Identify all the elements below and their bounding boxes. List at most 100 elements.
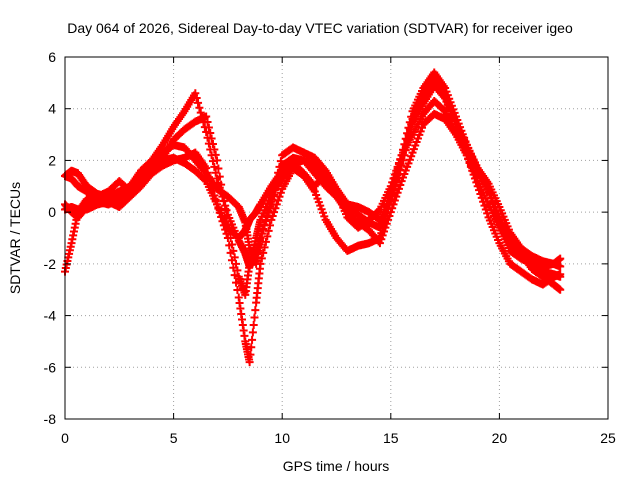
data-point (382, 201, 391, 210)
data-point (206, 128, 215, 137)
data-point (259, 248, 268, 257)
data-point (263, 232, 272, 241)
x-tick-label: 10 (274, 430, 290, 446)
data-point (204, 173, 213, 182)
data-point (223, 221, 232, 230)
data-point (485, 189, 494, 198)
data-point (556, 285, 565, 294)
data-point (211, 150, 220, 159)
data-point (226, 234, 235, 242)
data-point (250, 313, 259, 322)
x-tick-label: 15 (383, 430, 399, 446)
data-point (556, 262, 565, 271)
data-point (407, 112, 416, 121)
y-tick-label: -4 (44, 308, 57, 324)
data-point (210, 191, 219, 200)
data-point (221, 204, 230, 213)
data-point (221, 225, 230, 234)
data-point (489, 202, 498, 211)
data-point (229, 246, 238, 255)
data-point (494, 216, 503, 225)
data-point (192, 94, 201, 103)
plot-frame (64, 56, 609, 420)
data-point (211, 168, 220, 177)
y-tick-label: -8 (44, 411, 57, 427)
data-point (227, 240, 236, 249)
data-point (210, 162, 219, 171)
data-point (487, 193, 496, 202)
data-point (230, 271, 239, 280)
data-point (206, 177, 215, 186)
data-point (556, 270, 565, 279)
data-point (208, 186, 217, 195)
data-point (202, 164, 211, 173)
data-point (251, 306, 260, 315)
data-points (61, 68, 565, 367)
data-point (249, 320, 258, 329)
x-tick-label: 0 (61, 430, 69, 446)
y-tick-label: 2 (48, 152, 56, 168)
data-point (556, 254, 565, 263)
data-point (484, 184, 493, 193)
y-tick-label: -6 (44, 359, 57, 375)
data-point (218, 217, 227, 226)
grid-layer (65, 57, 608, 419)
data-point (377, 229, 386, 238)
x-axis-label: GPS time / hours (283, 458, 390, 474)
x-tick-label: 25 (600, 430, 616, 446)
data-point (222, 212, 231, 221)
data-point (233, 286, 242, 295)
y-axis-label: SDTVAR / TECUs (7, 182, 23, 294)
data-point (215, 208, 224, 217)
data-point (405, 118, 414, 127)
data-point (203, 168, 212, 177)
series-track-4 (61, 68, 565, 271)
data-point (375, 234, 384, 242)
data-point (263, 211, 272, 220)
data-point (202, 112, 211, 121)
data-point (217, 180, 226, 189)
data-point (491, 207, 500, 216)
data-point (257, 254, 266, 263)
data-point (375, 223, 384, 232)
data-point (225, 227, 234, 236)
data-point (403, 129, 412, 138)
data-point (203, 117, 212, 126)
chart-title: Day 064 of 2026, Sidereal Day-to-day VTE… (67, 20, 573, 36)
series-track-5 (61, 96, 565, 299)
data-point (274, 168, 283, 177)
data-point (214, 164, 223, 173)
data-point (260, 243, 269, 252)
data-point (213, 200, 222, 209)
data-point (213, 156, 222, 165)
data-point (196, 108, 205, 117)
data-point (245, 358, 254, 367)
data-point (378, 214, 387, 223)
data-point (380, 210, 389, 219)
data-point (204, 123, 213, 132)
data-point (276, 157, 285, 166)
data-point (230, 253, 239, 262)
data-point (248, 328, 257, 337)
series-track-3 (61, 76, 565, 367)
data-point (261, 237, 270, 246)
axis-ticks: 0 5 10 15 20 25 -8 -6 -4 -2 0 2 4 6 (44, 49, 616, 446)
y-tick-label: 4 (48, 101, 56, 117)
data-point (215, 172, 224, 181)
data-point (207, 182, 216, 191)
y-tick-label: 0 (48, 204, 56, 220)
data-point (191, 89, 200, 98)
data-point (248, 335, 257, 344)
data-point (404, 123, 413, 132)
data-point (233, 266, 242, 275)
data-point (488, 198, 497, 207)
data-point (207, 134, 216, 143)
data-point (219, 196, 228, 205)
data-point (208, 139, 217, 148)
data-point (195, 103, 204, 112)
data-point (256, 259, 265, 268)
y-tick-label: -2 (44, 256, 57, 272)
data-point (232, 259, 241, 268)
data-point (275, 162, 284, 171)
